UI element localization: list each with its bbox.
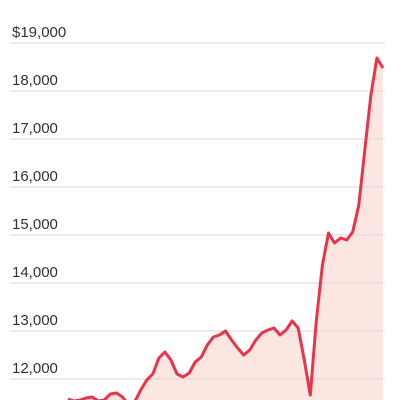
y-tick-label: 15,000 [12,216,58,233]
y-tick-label: 14,000 [12,264,58,281]
y-tick-label: 18,000 [12,72,58,89]
line [67,56,385,400]
y-tick-label: $19,000 [12,24,66,41]
y-tick-label: 17,000 [12,120,58,137]
y-tick-label: 12,000 [12,360,58,377]
y-tick-label: 13,000 [12,312,58,329]
area [68,58,383,400]
y-tick-label: 16,000 [12,168,58,185]
